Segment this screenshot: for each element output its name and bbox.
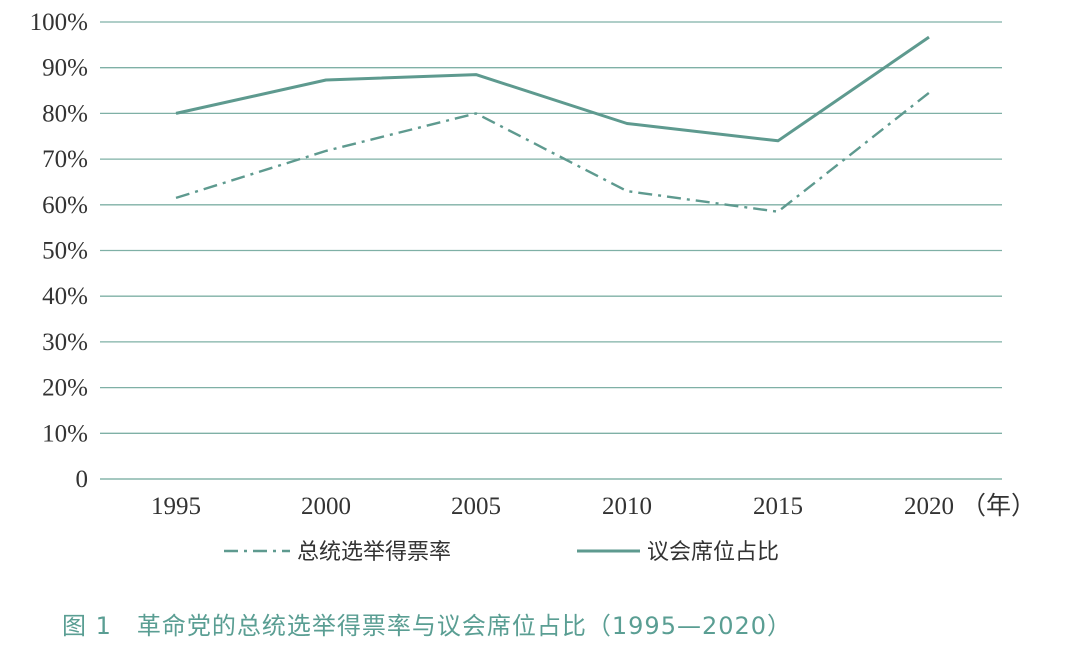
y-tick-label: 0	[76, 466, 89, 493]
y-tick-label: 50%	[42, 238, 88, 265]
y-axis-ticks: 0 10% 20% 30% 40% 50% 60% 70% 80% 90% 100%	[30, 9, 88, 493]
x-tick-label: 2020	[904, 493, 954, 520]
y-tick-label: 90%	[42, 55, 88, 82]
series-line-1	[175, 35, 930, 143]
legend: 总统选举得票率 议会席位占比	[224, 540, 779, 565]
y-tick-label: 60%	[42, 192, 88, 219]
figure-caption: 图 1 革命党的总统选举得票率与议会席位占比（1995—2020）	[62, 612, 793, 640]
y-tick-label: 10%	[42, 420, 88, 447]
series-lines	[175, 35, 930, 213]
series-line-0	[175, 91, 930, 213]
x-tick-label: 2000	[301, 493, 351, 520]
y-tick-label: 30%	[42, 329, 88, 356]
legend-label-0: 总统选举得票率	[297, 540, 451, 565]
x-axis-ticks: 1995 2000 2005 2010 2015 2020 （年）	[151, 492, 1036, 520]
legend-label-1: 议会席位占比	[647, 540, 779, 565]
x-tick-label: 1995	[151, 493, 201, 520]
y-tick-label: 80%	[42, 100, 88, 127]
y-tick-label: 100%	[30, 9, 88, 36]
x-tick-label: 2005	[451, 493, 501, 520]
y-tick-label: 40%	[42, 283, 88, 310]
x-tick-label: 2015	[753, 493, 803, 520]
x-tick-label: 2010	[602, 493, 652, 520]
y-tick-label: 70%	[42, 146, 88, 173]
y-tick-label: 20%	[42, 375, 88, 402]
x-axis-unit: （年）	[961, 492, 1036, 520]
line-chart: 0 10% 20% 30% 40% 50% 60% 70% 80% 90% 100% 1995 200…	[30, 9, 1036, 565]
grid-lines	[100, 21, 1002, 480]
